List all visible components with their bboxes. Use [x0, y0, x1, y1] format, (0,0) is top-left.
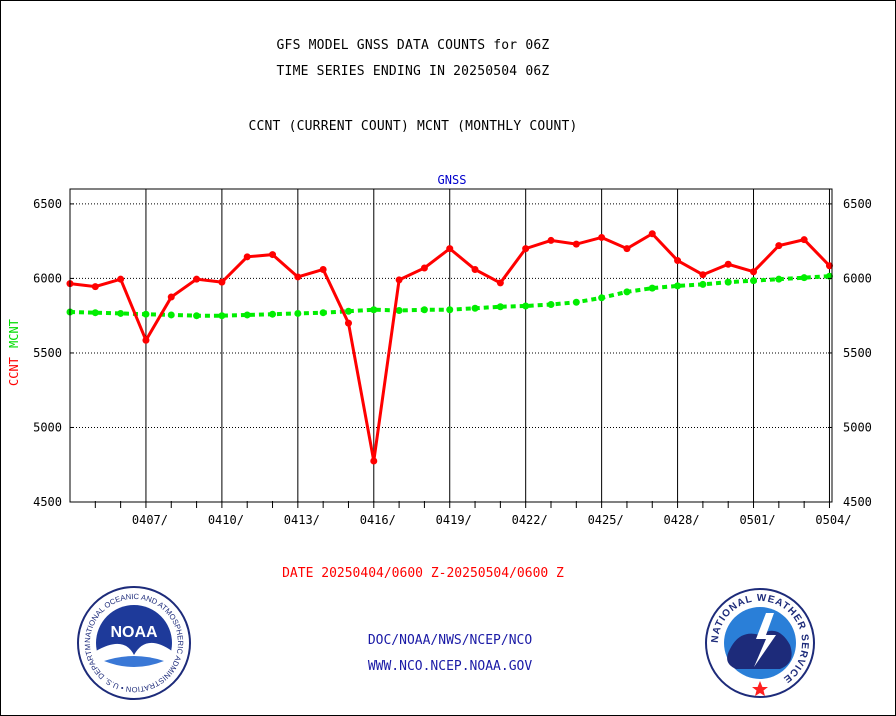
mcnt-point [167, 311, 175, 319]
mcnt-point [218, 312, 226, 320]
y-tick-label-left: 5000 [33, 420, 62, 434]
ccnt-point [750, 268, 758, 276]
ccnt-point [117, 275, 125, 283]
mcnt-point [319, 309, 327, 317]
nws-logo: NATIONAL WEATHER SERVICE [705, 588, 815, 698]
mcnt-point [547, 301, 555, 309]
mcnt-point [344, 307, 352, 315]
mcnt-point [750, 277, 758, 285]
ccnt-point [243, 253, 251, 261]
ccnt-point [91, 283, 99, 291]
mcnt-point [648, 284, 656, 292]
y-tick-label-left: 4500 [33, 495, 62, 509]
x-tick-label: 0413/ [284, 513, 320, 527]
mcnt-point [420, 306, 428, 314]
ccnt-point [218, 278, 226, 286]
mcnt-point [496, 303, 504, 311]
y-label-ccnt: CCNT [7, 357, 21, 386]
ccnt-point [496, 279, 504, 287]
y-tick-label-left: 6000 [33, 271, 62, 285]
ccnt-point [623, 245, 631, 253]
mcnt-point [800, 274, 808, 282]
mcnt-point [91, 309, 99, 317]
x-tick-label: 0501/ [739, 513, 775, 527]
ccnt-point [699, 271, 707, 279]
org-path-link[interactable]: DOC/NOAA/NWS/NCEP/NCO [367, 633, 533, 648]
ccnt-point [370, 457, 378, 465]
ccnt-point [724, 260, 732, 268]
mcnt-point [395, 306, 403, 314]
ccnt-point [193, 275, 201, 283]
ccnt-point [572, 240, 580, 248]
x-tick-label: 0410/ [208, 513, 244, 527]
mcnt-point [598, 294, 606, 302]
y-tick-label-right: 5000 [843, 420, 872, 434]
website-link[interactable]: WWW.NCO.NCEP.NOAA.GOV [367, 659, 533, 674]
ccnt-point [420, 264, 428, 272]
ccnt-point [674, 257, 682, 265]
ccnt-point [142, 336, 150, 344]
chart-title-line1: GFS MODEL GNSS DATA COUNTS for 06Z [276, 38, 550, 53]
y-tick-label-right: 4500 [843, 495, 872, 509]
axis-layer: 4500 4500 5000 5000 5500 5500 6000 6000 6500 6500… [33, 188, 872, 527]
mcnt-point [471, 304, 479, 312]
ccnt-point [598, 233, 606, 241]
ccnt-point [167, 293, 175, 301]
ccnt-point [800, 236, 808, 244]
ccnt-point [522, 245, 530, 253]
x-tick-label: 0422/ [512, 513, 548, 527]
x-tick-label: 0428/ [664, 513, 700, 527]
series-layer [66, 230, 833, 465]
mcnt-point [117, 309, 125, 317]
x-tick-label: 0407/ [132, 513, 168, 527]
x-tick-label: 0425/ [588, 513, 624, 527]
ccnt-point [395, 276, 403, 284]
ccnt-point [648, 230, 656, 238]
mcnt-point [193, 312, 201, 320]
noaa-logo-text: NOAA [110, 624, 158, 641]
mcnt-point [724, 278, 732, 286]
ccnt-point [319, 265, 327, 273]
x-tick-label: 0504/ [815, 513, 851, 527]
ccnt-point [547, 236, 555, 244]
mcnt-point [522, 302, 530, 310]
ccnt-point [446, 245, 454, 253]
ccnt-point [294, 273, 302, 281]
noaa-logo: NOAA NATIONAL OCEANIC AND ATMOSPHERIC AD… [77, 586, 191, 700]
ccnt-point [269, 251, 277, 259]
mcnt-point [775, 275, 783, 283]
mcnt-point [142, 310, 150, 318]
y-tick-label-right: 6000 [843, 271, 872, 285]
grid-layer [70, 189, 832, 502]
y-tick-label-right: 6500 [843, 197, 872, 211]
chart-title-line2: TIME SERIES ENDING IN 20250504 06Z [276, 64, 550, 79]
x-tick-label: 0416/ [360, 513, 396, 527]
mcnt-point [674, 282, 682, 290]
y-tick-label-left: 5500 [33, 346, 62, 360]
chart-subtitle: CCNT (CURRENT COUNT) MCNT (MONTHLY COUNT… [248, 119, 578, 134]
mcnt-point [370, 306, 378, 314]
ccnt-point [344, 319, 352, 327]
x-tick-label: 0419/ [436, 513, 472, 527]
y-label-mcnt: MCNT [7, 319, 21, 348]
ccnt-point [825, 262, 833, 270]
date-range-label: DATE 20250404/0600 Z-20250504/0600 Z [282, 566, 564, 581]
ccnt-point [471, 265, 479, 273]
mcnt-point [243, 311, 251, 319]
plot-border [69, 188, 833, 503]
y-tick-label-right: 5500 [843, 346, 872, 360]
y-tick-label-left: 6500 [33, 197, 62, 211]
mcnt-point [699, 280, 707, 288]
mcnt-point [623, 288, 631, 296]
ccnt-point [775, 242, 783, 250]
panel-title: GNSS [438, 173, 467, 187]
mcnt-point [294, 309, 302, 317]
mcnt-point [446, 306, 454, 314]
mcnt-point [572, 298, 580, 306]
mcnt-point [269, 310, 277, 318]
